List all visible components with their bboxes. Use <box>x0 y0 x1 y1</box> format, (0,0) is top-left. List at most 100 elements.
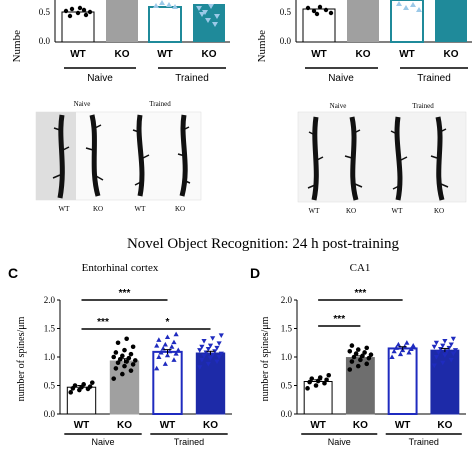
panel-c-point <box>218 333 224 338</box>
panel-d-point <box>317 375 323 380</box>
micrograph-left-naive: Naive <box>74 100 91 108</box>
panel-c-point <box>214 345 220 351</box>
top-left-dots <box>63 0 220 27</box>
panel-c-ytick-label: 1.0 <box>44 352 56 362</box>
top-right-bar-ko-trained <box>435 0 467 42</box>
panel-d-point <box>347 349 353 354</box>
panel-d-point <box>450 336 456 342</box>
top-right-trained-label: Trained <box>417 73 451 84</box>
panel-d-point <box>364 361 370 367</box>
top-left-tick-0.5: 0.5 <box>39 7 51 17</box>
panel-c-point <box>173 350 179 356</box>
panel-c-point <box>111 376 117 381</box>
panel-d-ytick-label: 0.5 <box>281 381 293 391</box>
panel-d-point <box>442 353 448 358</box>
panel-d-point <box>440 360 446 366</box>
panel-c-point <box>197 348 203 353</box>
panel-c-point <box>201 339 207 344</box>
panel-d-point <box>349 359 355 364</box>
panel-d-point <box>448 357 454 363</box>
top-right-chart: Numbe 0.5 0.0 WT KO WT KO Naive Trained <box>256 0 472 84</box>
panel-d-point <box>307 379 312 385</box>
panel-c-point <box>167 348 173 354</box>
micrograph-right-naive: Naive <box>330 102 347 110</box>
panel-c-point <box>124 336 129 342</box>
panel-d-chart: D CA1 number of spines/μm 0.0 0.5 1.0 1.5 2.… <box>250 262 466 447</box>
top-right-ylabel-fragment: Numbe <box>256 30 268 63</box>
panel-c-point <box>130 344 136 350</box>
micrograph-right-ko-2: KO <box>434 207 444 215</box>
panel-d-xtick-wt: WT <box>395 420 411 431</box>
panel-d-point <box>355 363 361 369</box>
panel-d-point <box>442 339 448 344</box>
panel-c-point <box>210 352 216 358</box>
panel-c-point <box>154 365 160 371</box>
panel-c-bar-wt-trained <box>152 350 183 415</box>
panel-c-point <box>115 360 121 366</box>
panel-d-point <box>440 343 446 349</box>
panel-d-point <box>313 383 319 388</box>
panel-c-ytick-label: 1.5 <box>44 324 56 334</box>
panel-c-point <box>87 384 93 389</box>
top-left-bar-wt-naive <box>61 11 95 43</box>
panel-c-point <box>117 356 123 362</box>
panel-d-point <box>404 340 410 345</box>
dendrite-right-3 <box>394 116 403 201</box>
panel-d-point <box>395 341 401 347</box>
panel-c-point <box>214 359 220 365</box>
panel-c-point <box>111 354 117 360</box>
panel-c-point <box>216 341 222 346</box>
panel-c-point <box>156 337 162 342</box>
panel-d-point <box>353 351 359 356</box>
panel-d-ytick-label: 1.0 <box>281 352 293 362</box>
panel-c-point <box>128 368 134 373</box>
panel-c-point <box>115 340 121 346</box>
panel-d-point <box>368 352 374 358</box>
panel-d-point <box>393 345 399 350</box>
panel-d-point <box>433 355 439 360</box>
panel-c-xtick-wt: WT <box>74 420 90 431</box>
panel-d-point <box>448 342 454 348</box>
panel-c-xtick-wt: WT <box>160 420 176 431</box>
dendrite-right-1 <box>311 116 319 201</box>
panel-c-sig-label: * <box>166 317 170 328</box>
micrograph-right-wt-1: WT <box>309 207 321 215</box>
panel-d-point <box>322 380 327 386</box>
panel-d-point <box>391 348 397 354</box>
panel-c-ytick-label: 0.5 <box>44 381 56 391</box>
dendrite-left-4 <box>179 114 188 197</box>
panel-c-point <box>130 362 136 367</box>
figure-heading: Novel Object Recognition: 24 h post-trai… <box>127 236 400 252</box>
dendrite-left-3 <box>136 114 145 197</box>
panel-d-point <box>351 354 357 360</box>
panel-c-point <box>122 363 127 369</box>
panel-c-point <box>132 358 138 363</box>
dendrite-left-2 <box>89 114 101 197</box>
panel-c-sig-label: *** <box>119 288 131 299</box>
top-right-label-ko-1: KO <box>356 49 371 60</box>
micrograph-left-ko-1: KO <box>93 205 103 213</box>
top-right-label-wt-1: WT <box>311 49 327 60</box>
panel-c-point <box>113 350 119 355</box>
panel-c-point <box>201 353 207 359</box>
panel-c-point <box>128 351 134 357</box>
panel-c-point <box>205 361 211 367</box>
top-left-naive-label: Naive <box>87 73 113 84</box>
panel-c-letter: C <box>8 265 18 281</box>
top-left-tick-0.0: 0.0 <box>39 36 51 46</box>
panel-d-ylabel: number of spines/μm <box>260 316 271 401</box>
top-left-ylabel-fragment: Numbe <box>11 30 23 63</box>
panel-c-point <box>199 344 205 350</box>
panel-c-point <box>171 339 177 345</box>
panel-d-point <box>431 363 437 369</box>
panel-d-bar-ko-trained <box>430 349 460 415</box>
panel-c-group-label-naive: Naive <box>91 437 114 447</box>
micrograph-right-wt-2: WT <box>392 207 404 215</box>
panel-c-point <box>120 371 125 377</box>
top-right-label-wt-2: WT <box>399 49 415 60</box>
panel-c-bar-ko-trained <box>195 352 226 415</box>
panel-d-ytick-label: 2.0 <box>281 295 293 305</box>
panel-c-point <box>162 361 168 366</box>
panel-c-point <box>124 359 129 364</box>
panel-c-point <box>210 336 216 341</box>
